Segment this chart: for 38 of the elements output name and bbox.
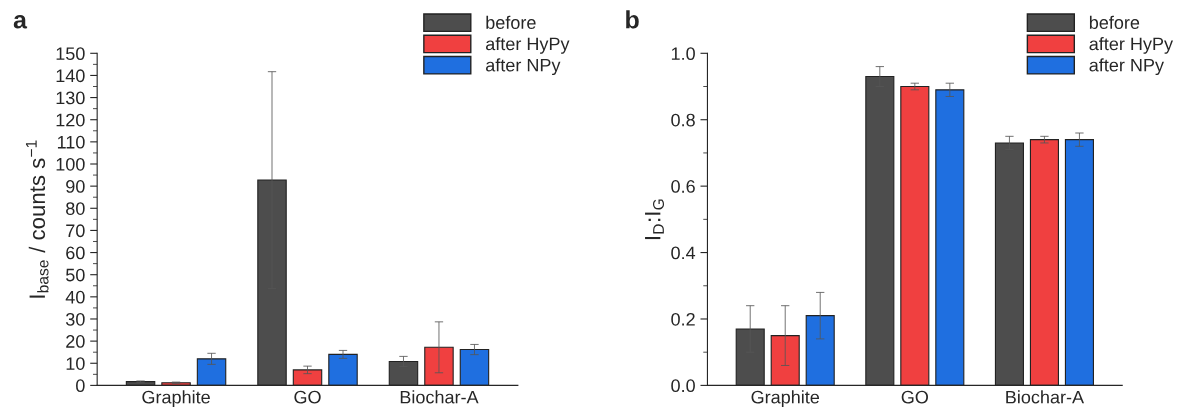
- y-tick-label: 0.8: [671, 113, 695, 127]
- chart-title: b: [626, 10, 639, 29]
- chart-title: a: [13, 14, 28, 29]
- legend-label: after HyPy: [486, 37, 570, 54]
- y-tick-label: 40: [65, 290, 85, 304]
- y-tick-label: 10: [66, 357, 85, 370]
- y-tick-label: 110: [57, 135, 85, 149]
- y-tick-label: 70: [66, 224, 85, 238]
- y-tick-label: 140: [56, 69, 85, 83]
- y-axis-title: I$_{base}$ / counts s$^{−1}$: [25, 140, 49, 298]
- legend-label: after HyPy: [1089, 37, 1174, 54]
- x-tick-label: Graphite: [142, 390, 210, 408]
- legend-label: after NPy: [486, 58, 561, 76]
- y-tick-label: 0: [76, 379, 85, 393]
- y-tick-label: 50: [66, 268, 85, 282]
- y-tick-label: 120: [56, 113, 85, 127]
- y-tick-label: 90: [66, 180, 85, 193]
- x-tick-label: GO: [901, 390, 928, 404]
- legend-label: before: [486, 15, 536, 30]
- y-tick-label: 30: [65, 312, 85, 326]
- y-tick-label: 60: [66, 246, 85, 260]
- x-tick-label: GO: [294, 390, 321, 404]
- y-tick-label: 80: [66, 202, 85, 215]
- x-tick-label: Graphite: [751, 390, 820, 408]
- x-tick-label: Biochar-A: [1006, 390, 1085, 404]
- legend-label: before: [1089, 15, 1140, 30]
- y-tick-label: 1.0: [671, 47, 695, 61]
- y-axis-title: I$_{D}$:I$_{G}$: [645, 199, 665, 240]
- y-tick-label: 0.2: [671, 312, 695, 326]
- y-tick-label: 0.6: [671, 180, 695, 193]
- x-tick-label: Biochar-A: [400, 390, 479, 404]
- y-tick-label: 130: [56, 91, 85, 105]
- legend-label: after NPy: [1089, 58, 1164, 76]
- y-tick-label: 150: [56, 47, 85, 61]
- y-tick-label: 100: [56, 157, 85, 171]
- y-tick-label: 20: [66, 335, 85, 348]
- y-tick-label: 0.0: [671, 379, 695, 393]
- y-tick-label: 0.4: [671, 246, 696, 260]
